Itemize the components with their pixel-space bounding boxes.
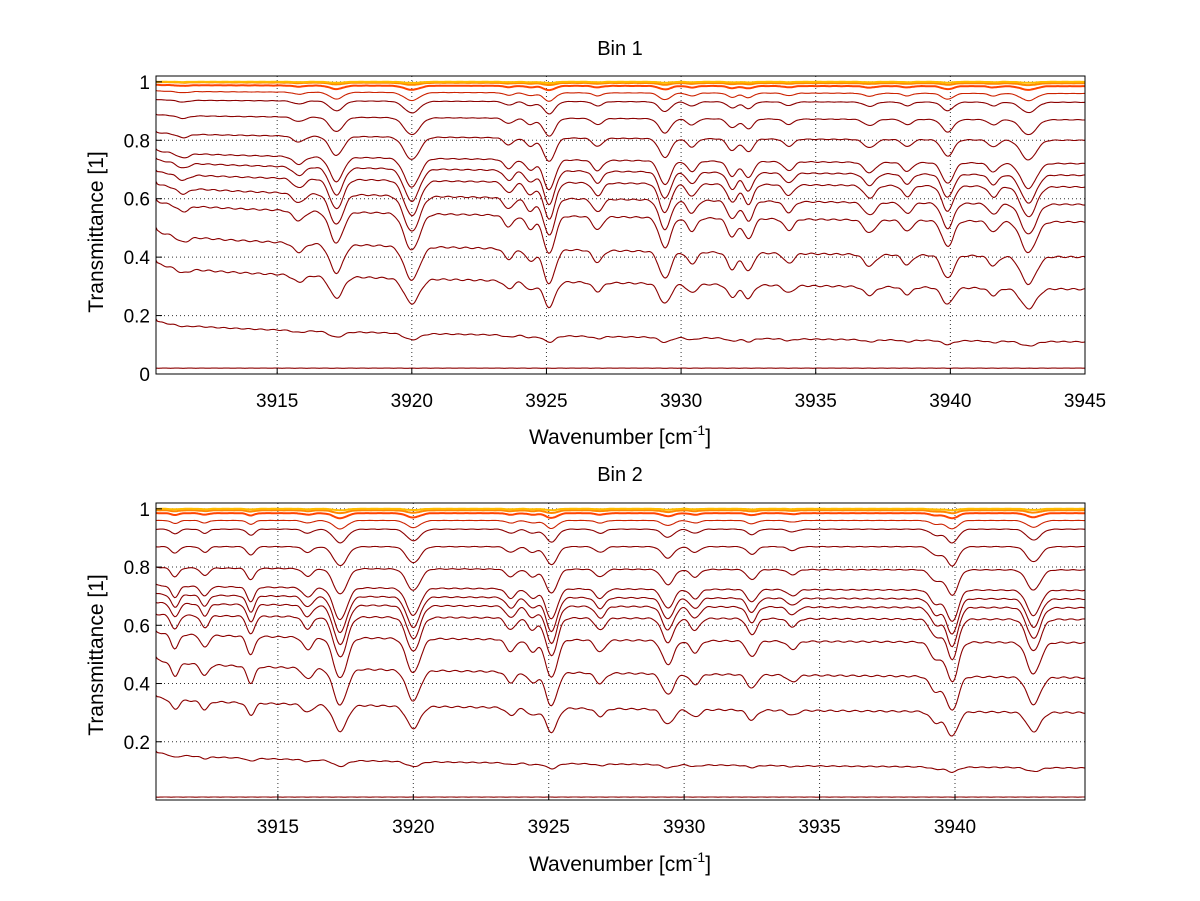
bin-1-curve-3 [155,227,1086,286]
bin-1-ylabel: Transmittance [1] [85,151,108,312]
bin-2-curve-13 [156,512,1085,520]
bin-2-curve-11 [155,528,1086,544]
bin-2-xtick-label-0: 3915 [257,817,299,838]
bin-1-curve-2 [155,259,1086,310]
bin-2-curve-5 [155,613,1086,661]
bin-1-ticks: 3915 3920 3925 3930 3935 3940 3945 0 0.2 0.4 0.6 0.… [124,73,1107,412]
bin-1-curve-4 [155,198,1086,254]
bin-2-xlabel: Wavenumber [cm-1] [529,849,711,876]
bin-2-curve-12 [156,519,1085,530]
bin-2-ytick-label-4: 1 [139,500,150,521]
bin-1-ytick-label-1: 0.2 [124,307,150,328]
bin-1-curve-10 [155,113,1085,137]
bin-2-ytick-label-1: 0.4 [124,675,151,696]
bin-2-ylabel: Transmittance [1] [85,574,108,735]
bin-1-axes-box [155,75,1086,375]
bin-1-xtick-label-0: 3915 [256,391,298,412]
bin-2-axes-box [155,502,1086,801]
bin-2-panel: Bin 2 3915 3920 3925 3930 3935 3940 0.2 0.4 0.6 0… [85,464,1086,876]
bin-1-curve-11 [155,98,1086,115]
bin-2-curve-14 [155,509,1085,515]
bin-1-curve-12 [155,90,1085,102]
bin-2-curve-6 [155,601,1086,648]
bin-1-ytick-label-4: 0.8 [124,131,150,152]
bin-1-xlabel: Wavenumber [cm-1] [529,422,711,449]
bin-2-curve-1 [155,750,1086,773]
bin-1-curve-15 [156,80,1085,84]
bin-2-curve-2 [155,695,1086,737]
bin-1-ytick-label-0: 0 [139,365,150,386]
bin-2-xtick-label-3: 3930 [663,817,705,838]
bin-2-curve-9 [155,566,1086,597]
bin-1-xtick-label-5: 3940 [929,391,971,412]
bin-1-curve-6 [155,169,1086,220]
bin-1-series [155,80,1086,369]
bin-1-xtick-label-4: 3935 [795,391,837,412]
bin-2-xtick-label-2: 3925 [528,817,570,838]
bin-1-ytick-label-3: 0.6 [124,190,150,211]
bin-2-ytick-label-0: 0.2 [124,733,150,754]
bin-2-curve-10 [155,545,1085,567]
bin-2-xtick-label-4: 3935 [798,817,840,838]
bin-2-curve-4 [155,630,1086,683]
bin-2-curve-8 [155,583,1086,623]
bin-1-xtick-label-1: 3920 [391,391,433,412]
bin-2-curve-3 [155,656,1086,711]
bin-1-xtick-label-3: 3930 [660,391,702,412]
bin-2-curve-7 [155,592,1085,635]
bin-2-ticks: 3915 3920 3925 3930 3935 3940 0.2 0.4 0.6 0.8 1 [124,500,977,838]
bin-2-ytick-label-2: 0.6 [124,616,150,637]
bin-1-panel: Bin 1 3915 3920 3925 3930 3935 3940 3945 0 0.2 0.… [85,38,1106,449]
bin-1-curve-7 [155,157,1086,206]
bin-1-curve-9 [155,130,1086,162]
bin-1-curve-5 [155,181,1085,236]
bin-1-curve-8 [155,148,1086,191]
bin-1-ytick-label-2: 0.4 [124,248,151,269]
bin-2-ytick-label-3: 0.8 [124,558,150,579]
bin-2-title: Bin 2 [597,464,643,486]
bin-2-xtick-label-5: 3940 [934,817,976,838]
bin-2-curve-15 [156,507,1085,512]
bin-1-xtick-label-6: 3945 [1064,391,1106,412]
bin-1-curve-1 [155,318,1086,347]
bin-2-xtick-label-1: 3920 [392,817,434,838]
bin-2-series [155,507,1086,798]
bin-1-xtick-label-2: 3925 [525,391,567,412]
bin-1-curve-13 [155,83,1086,92]
bin-1-ytick-label-5: 1 [139,73,150,94]
bin-1-title: Bin 1 [597,38,643,60]
